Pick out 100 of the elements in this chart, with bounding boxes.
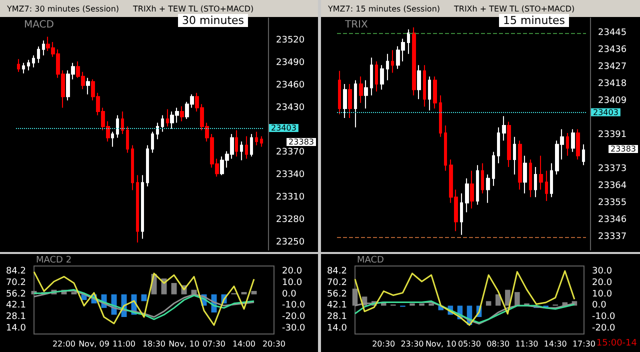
candlestick <box>576 128 580 160</box>
y-tick-label: 84.2 <box>6 266 26 277</box>
x-tick-label: Nov, 10 <box>425 340 456 348</box>
candlestick <box>439 94 442 138</box>
bar <box>141 294 147 302</box>
candlestick <box>386 53 389 81</box>
candlestick <box>141 174 144 240</box>
candlestick <box>156 122 159 140</box>
candlestick <box>502 116 506 142</box>
y-tick-label: 23490 <box>276 58 305 68</box>
y2-tick-label: -10.0 <box>282 300 306 311</box>
y2-tick-label: 30.0 <box>592 266 612 277</box>
y2-tick-label: 20.0 <box>282 266 302 277</box>
candlestick <box>161 114 164 132</box>
y-tick-label: 56.2 <box>326 289 347 300</box>
candlestick <box>260 136 263 148</box>
y-tick-label: 84.2 <box>326 266 347 277</box>
text: 23383 <box>288 137 314 146</box>
text: 23383 <box>610 144 636 154</box>
candlestick <box>37 46 40 64</box>
bar <box>251 290 257 294</box>
x-tick-label: 20:30 <box>262 340 286 348</box>
candlestick <box>354 80 357 128</box>
candlestick <box>460 192 463 236</box>
candlestick <box>338 70 341 115</box>
y-tick-label: 23337 <box>598 232 627 242</box>
ref-line-label: 23403 <box>593 108 618 117</box>
bar <box>171 283 177 294</box>
annotation: 30 minutes <box>178 14 248 27</box>
candlestick <box>17 58 20 72</box>
candlestick <box>476 164 479 206</box>
candlestick <box>343 84 347 118</box>
x-tick-label: 11:00 <box>112 340 136 348</box>
y-tick-label: 23520 <box>276 35 305 46</box>
candlestick <box>32 54 35 68</box>
y2-tick-label: 20.0 <box>592 278 612 288</box>
candlestick <box>444 125 447 172</box>
candlestick <box>22 62 25 74</box>
x-tick-label: Nov, 09 <box>78 340 110 348</box>
y-tick-label: 28.1 <box>6 312 26 322</box>
y-tick-label: 23430 <box>276 102 305 113</box>
text: MACD <box>357 256 384 266</box>
chart-subtitle: TRIXh + TEW TL (STO+MACD) <box>453 4 575 14</box>
x-tick-label: 22:00 <box>52 340 76 348</box>
y-tick-label: 23418 <box>598 79 627 90</box>
candlestick <box>364 80 368 110</box>
x-tick-label: Nov, 10 <box>168 340 200 348</box>
bar <box>514 292 520 306</box>
y-tick-label: 23391 <box>598 130 627 140</box>
chart-title: YMZ7: 15 minutes (Session) <box>327 4 440 14</box>
y2-tick-label: -10.0 <box>592 312 616 322</box>
y2-tick-label: -30.0 <box>282 323 306 334</box>
candlestick <box>240 140 243 161</box>
candlestick <box>428 76 431 111</box>
candlestick <box>481 162 484 194</box>
y-tick-label: 28.1 <box>326 312 347 322</box>
y-tick-label: 56.2 <box>6 289 26 300</box>
x-tick-label: 23:30 <box>400 340 424 348</box>
bar <box>505 290 510 306</box>
y-tick-label: 23409 <box>598 96 627 106</box>
candlestick <box>492 151 495 186</box>
candlestick <box>470 170 474 210</box>
x-tick-label: 14:00 <box>232 340 256 348</box>
y-tick-label: 23427 <box>598 62 627 72</box>
candlestick <box>433 76 437 110</box>
y-tick-label: 23340 <box>276 170 305 180</box>
candlestick <box>131 144 134 191</box>
line-series <box>33 271 255 326</box>
ref-line-label: 23403 <box>271 124 296 133</box>
candlestick <box>412 26 416 96</box>
candlestick <box>126 126 129 154</box>
y-tick-label: 23355 <box>598 198 627 208</box>
x-tick-label: 14:30 <box>544 340 567 348</box>
candlestick <box>550 162 553 198</box>
y2-tick-label: -20.0 <box>592 323 616 334</box>
candlestick <box>180 106 184 122</box>
bar <box>428 303 434 306</box>
y-tick-label: 23310 <box>276 192 305 203</box>
y-tick-label: 23364 <box>598 180 627 191</box>
candlestick <box>359 76 363 104</box>
candlestick <box>370 57 373 96</box>
x-tick-label: 17:30 <box>572 340 596 348</box>
candlestick <box>518 140 522 190</box>
y2-tick-label: 0.0 <box>282 289 297 300</box>
candlestick <box>245 136 248 160</box>
candlestick <box>391 50 394 74</box>
candlestick <box>116 114 119 138</box>
y-tick-label: 23460 <box>276 80 305 90</box>
chart-title: YMZ7: 30 minutes (Session) <box>6 4 120 14</box>
y-tick-label: 70.2 <box>326 278 347 288</box>
candlestick <box>545 170 548 202</box>
y-tick-label: 23370 <box>276 148 305 158</box>
candlestick <box>250 134 253 157</box>
candlestick <box>582 144 585 166</box>
x-tick-label: 20:30 <box>372 340 396 348</box>
y2-tick-label: 10.0 <box>592 289 612 300</box>
candlestick <box>348 84 352 118</box>
text: 15:00-14 <box>596 338 638 348</box>
annotation: TRIX <box>344 20 368 30</box>
y2-tick-label: 10.0 <box>282 278 302 288</box>
